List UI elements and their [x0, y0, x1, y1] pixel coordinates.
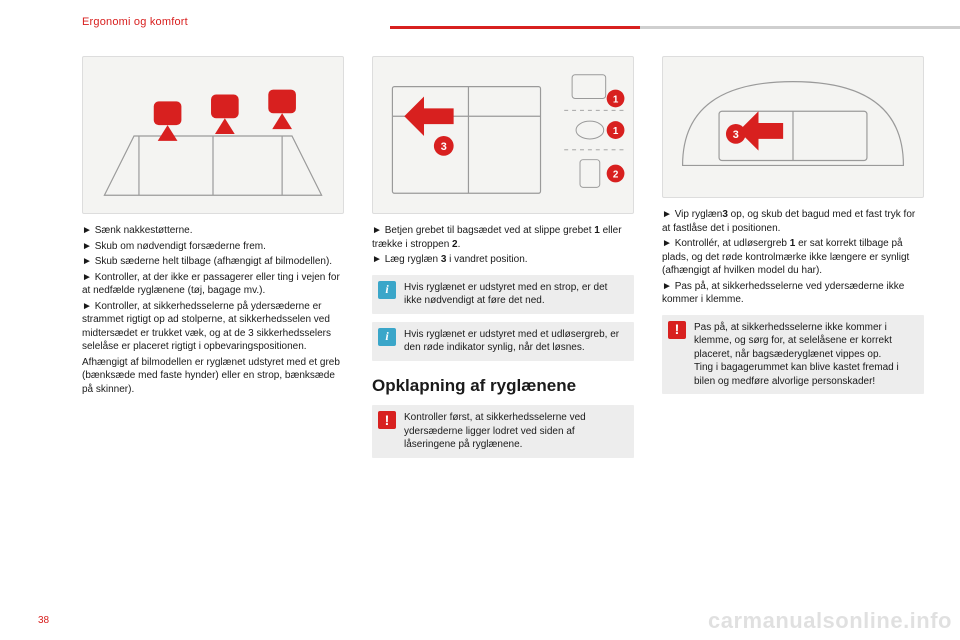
svg-text:1: 1 [613, 126, 619, 137]
c1-l1: Sænk nakkestøtterne. [82, 224, 344, 238]
warn-text-col3: Pas på, at sikkerhedsselerne ikke kommer… [694, 321, 916, 389]
c3-p2: ► Kontrollér, at udløsergreb 1 er sat ko… [662, 237, 924, 278]
col-3: 3 ► Vip ryglæn3 op, og skub det bagud me… [662, 56, 924, 622]
section-title: Ergonomi og komfort [82, 16, 188, 28]
info-icon: i [378, 328, 396, 346]
headrests-svg [83, 57, 343, 213]
c1-l5: Kontroller, at sikkerhedsselerne på yder… [82, 300, 344, 354]
c2-p1a: Betjen grebet til bagsædet ved at slippe… [385, 225, 595, 236]
info-text-1: Hvis ryglænet er udstyret med en strop, … [404, 281, 626, 308]
c1-tail: Afhængigt af bilmodellen er ryglænet uds… [82, 356, 344, 397]
header-rule-red [390, 26, 640, 29]
c2-p1c: . [458, 239, 461, 250]
info-text-2: Hvis ryglænet er udstyret med et udløser… [404, 328, 626, 355]
warning-icon: ! [668, 321, 686, 339]
col-2: 3 1 1 2 ► Betjen grebet til bagsæde [372, 56, 634, 622]
info-box-2: i Hvis ryglænet er udstyret med et udløs… [372, 322, 634, 361]
c3-p3: Pas på, at sikkerhedsselerne ved ydersæd… [662, 280, 924, 307]
warning-icon: ! [378, 411, 396, 429]
watermark: carmanualsonline.info [708, 608, 952, 634]
illustration-headrests [82, 56, 344, 214]
c2-p2a: Læg ryglæn [385, 254, 441, 265]
warn-text-col2: Kontroller først, at sikkerhedsselerne v… [404, 411, 626, 452]
c3-p1: ► Vip ryglæn3 op, og skub det bagud med … [662, 208, 924, 235]
heading-opklapning: Opklapning af ryglænene [372, 375, 634, 398]
c1-l2: Skub om nødvendigt forsæderne frem. [82, 240, 344, 254]
c3-p1a: Vip ryglæn [675, 209, 723, 220]
svg-text:1: 1 [613, 94, 619, 105]
c1-l3: Skub sæderne helt tilbage (afhængigt af … [82, 255, 344, 269]
svg-text:3: 3 [441, 141, 447, 153]
c2-p1: ► Betjen grebet til bagsædet ved at slip… [372, 224, 634, 251]
warn-box-col3: ! Pas på, at sikkerhedsselerne ikke komm… [662, 315, 924, 395]
c2-p2: ► Læg ryglæn 3 i vandret position. [372, 253, 634, 267]
trunk-svg: 3 [663, 57, 923, 197]
info-box-1: i Hvis ryglænet er udstyret med en strop… [372, 275, 634, 314]
c3-p2a: Kontrollér, at udløsergreb [675, 238, 790, 249]
col-1: Sænk nakkestøtterne. Skub om nødvendigt … [82, 56, 344, 622]
illustration-rear-seat-release: 3 1 1 2 [372, 56, 634, 214]
c1-l4: Kontroller, at der ikke er passagerer el… [82, 271, 344, 298]
svg-text:2: 2 [613, 169, 619, 180]
c2-p2c: i vandret position. [446, 254, 527, 265]
page-number: 38 [38, 615, 49, 626]
info-icon: i [378, 281, 396, 299]
illustration-trunk: 3 [662, 56, 924, 198]
release-svg: 3 1 1 2 [373, 57, 633, 213]
svg-text:3: 3 [733, 129, 739, 141]
page-root: Ergonomi og komfort [0, 0, 960, 640]
columns: Sænk nakkestøtterne. Skub om nødvendigt … [82, 56, 924, 622]
header-rule [390, 26, 960, 29]
warn-box-col2: ! Kontroller først, at sikkerhedsselerne… [372, 405, 634, 458]
